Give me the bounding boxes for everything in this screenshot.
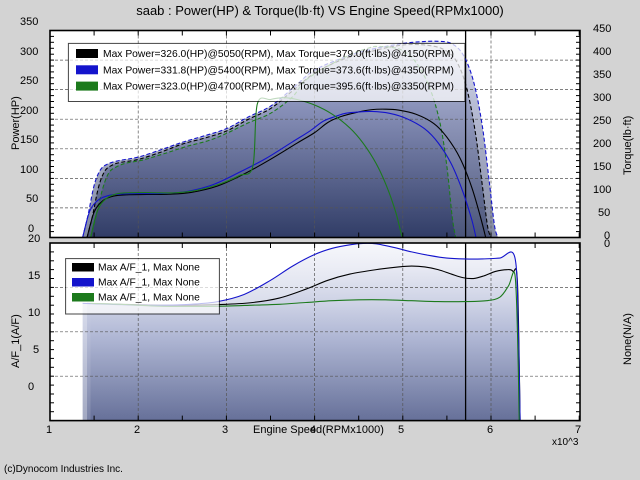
svg-text:Max Power=326.0(HP)@5050(RPM),: Max Power=326.0(HP)@5050(RPM), Max Torqu… xyxy=(103,49,454,60)
svg-text:Max A/F_1, Max None: Max A/F_1, Max None xyxy=(98,263,200,274)
svg-text:Max A/F_1, Max None: Max A/F_1, Max None xyxy=(98,278,200,289)
svg-text:Max Power=323.0(HP)@4700(RPM),: Max Power=323.0(HP)@4700(RPM), Max Torqu… xyxy=(103,82,454,93)
svg-text:Max Power=331.8(HP)@5400(RPM),: Max Power=331.8(HP)@5400(RPM), Max Torqu… xyxy=(103,65,454,76)
svg-text:Max A/F_1, Max None: Max A/F_1, Max None xyxy=(98,293,200,304)
